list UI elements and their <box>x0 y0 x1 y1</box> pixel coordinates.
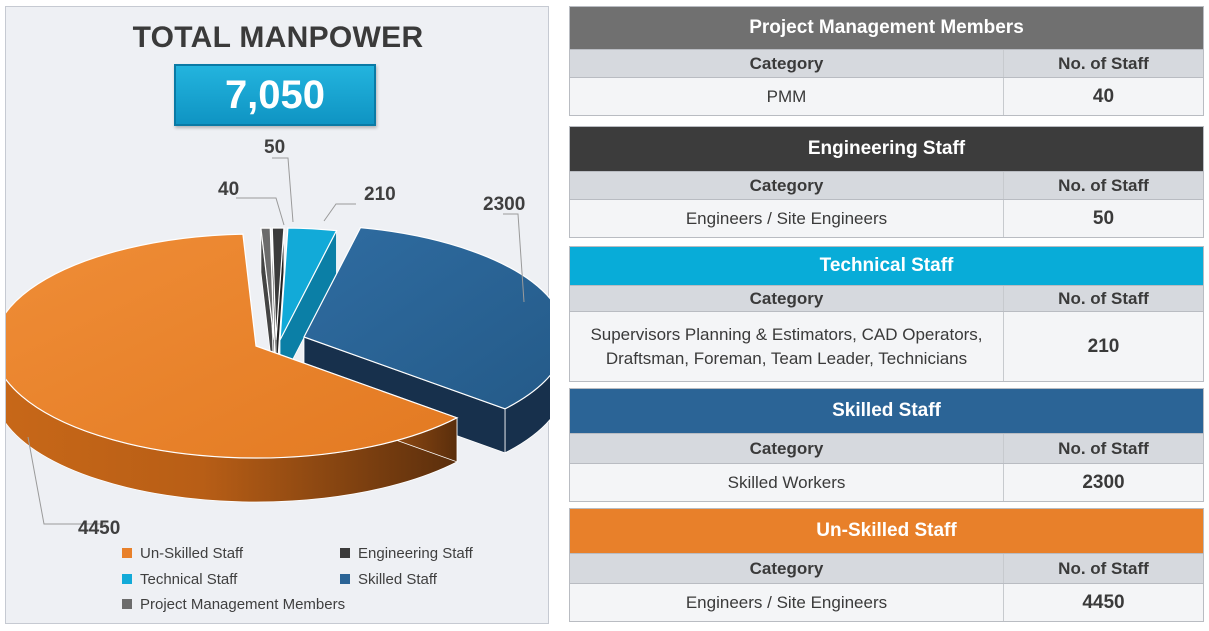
table-header: Engineering Staff <box>569 126 1204 172</box>
table-project-management: Project Management Members Category No. … <box>569 6 1204 116</box>
pie-data-label: 210 <box>364 184 396 205</box>
table-row: PMM 40 <box>569 78 1204 116</box>
legend-swatch-skilled <box>340 574 350 584</box>
legend-swatch-engineering <box>340 548 350 558</box>
cell-category: Skilled Workers <box>570 464 1004 501</box>
legend-item-pmm: Project Management Members <box>122 596 345 613</box>
table-column-headers: Category No. of Staff <box>569 50 1204 78</box>
chart-panel: TOTAL MANPOWER 7,050 4450 50 210 2300 40 Un-… <box>5 6 550 624</box>
cell-category: Supervisors Planning & Estimators, CAD O… <box>570 312 1004 381</box>
legend-label: Engineering Staff <box>358 545 473 562</box>
pie-data-label: 2300 <box>483 194 525 215</box>
table-row: Supervisors Planning & Estimators, CAD O… <box>569 312 1204 382</box>
cell-category: Engineers / Site Engineers <box>570 200 1004 237</box>
cell-category: Engineers / Site Engineers <box>570 584 1004 621</box>
column-header-staff: No. of Staff <box>1058 53 1149 73</box>
legend-swatch-pmm <box>122 599 132 609</box>
legend-item-technical: Technical Staff <box>122 571 237 588</box>
legend-label: Un-Skilled Staff <box>140 545 244 562</box>
column-header-category: Category <box>570 172 1004 199</box>
legend-label: Technical Staff <box>140 571 238 588</box>
pie-leader-line <box>236 197 285 226</box>
table-skilled-staff: Skilled Staff Category No. of Staff Skil… <box>569 388 1204 502</box>
table-header: Project Management Members <box>569 6 1204 50</box>
pie-slice-skilled-staff <box>303 227 550 410</box>
pie-chart: 4450 50 210 2300 40 <box>6 137 550 539</box>
column-header-category: Category <box>570 434 1004 463</box>
pie-data-label: 4450 <box>78 518 120 539</box>
cell-staff: 4450 <box>1082 591 1125 613</box>
table-column-headers: Category No. of Staff <box>569 554 1204 584</box>
column-header-category: Category <box>570 554 1004 583</box>
table-column-headers: Category No. of Staff <box>569 172 1204 200</box>
chart-title: TOTAL MANPOWER <box>132 21 424 54</box>
table-row: Engineers / Site Engineers 4450 <box>569 584 1204 622</box>
table-row: Engineers / Site Engineers 50 <box>569 200 1204 238</box>
column-header-staff: No. of Staff <box>1058 558 1149 578</box>
legend-label: Skilled Staff <box>358 571 437 588</box>
pie-data-label: 40 <box>218 179 239 200</box>
table-unskilled-staff: Un-Skilled Staff Category No. of Staff E… <box>569 508 1204 622</box>
table-header: Skilled Staff <box>569 388 1204 434</box>
column-header-staff: No. of Staff <box>1058 288 1149 308</box>
table-engineering-staff: Engineering Staff Category No. of Staff … <box>569 126 1204 238</box>
column-header-staff: No. of Staff <box>1058 175 1149 195</box>
column-header-category: Category <box>570 50 1004 77</box>
cell-staff: 210 <box>1087 335 1120 357</box>
pie-leader-line <box>503 213 525 303</box>
pie-data-label: 50 <box>264 137 285 158</box>
table-technical-staff: Technical Staff Category No. of Staff Su… <box>569 246 1204 382</box>
cell-staff: 50 <box>1092 207 1115 229</box>
pie-slice-un-skilled-staff <box>6 233 459 459</box>
table-header: Un-Skilled Staff <box>569 508 1204 554</box>
column-header-staff: No. of Staff <box>1058 438 1149 458</box>
pie-slice-engineering-staff <box>271 227 285 341</box>
table-column-headers: Category No. of Staff <box>569 286 1204 312</box>
legend-item-unskilled: Un-Skilled Staff <box>122 545 243 562</box>
legend-item-engineering: Engineering Staff <box>340 545 473 562</box>
cell-category: PMM <box>570 78 1004 115</box>
pie-leader-line <box>27 436 106 525</box>
total-manpower-value: 7,050 <box>174 64 376 126</box>
cell-staff: 40 <box>1092 85 1115 107</box>
pie-leader-line <box>323 203 356 222</box>
column-header-category: Category <box>570 286 1004 311</box>
legend-item-skilled: Skilled Staff <box>340 571 437 588</box>
table-column-headers: Category No. of Staff <box>569 434 1204 464</box>
pie-slice-technical-staff <box>279 227 338 341</box>
legend-swatch-technical <box>122 574 132 584</box>
legend-label: Project Management Members <box>140 596 346 613</box>
pie-leader-line <box>272 157 294 223</box>
table-row: Skilled Workers 2300 <box>569 464 1204 502</box>
pie-slice-project-management-members <box>260 227 275 341</box>
legend-swatch-unskilled <box>122 548 132 558</box>
table-header: Technical Staff <box>569 246 1204 286</box>
cell-staff: 2300 <box>1082 471 1125 493</box>
